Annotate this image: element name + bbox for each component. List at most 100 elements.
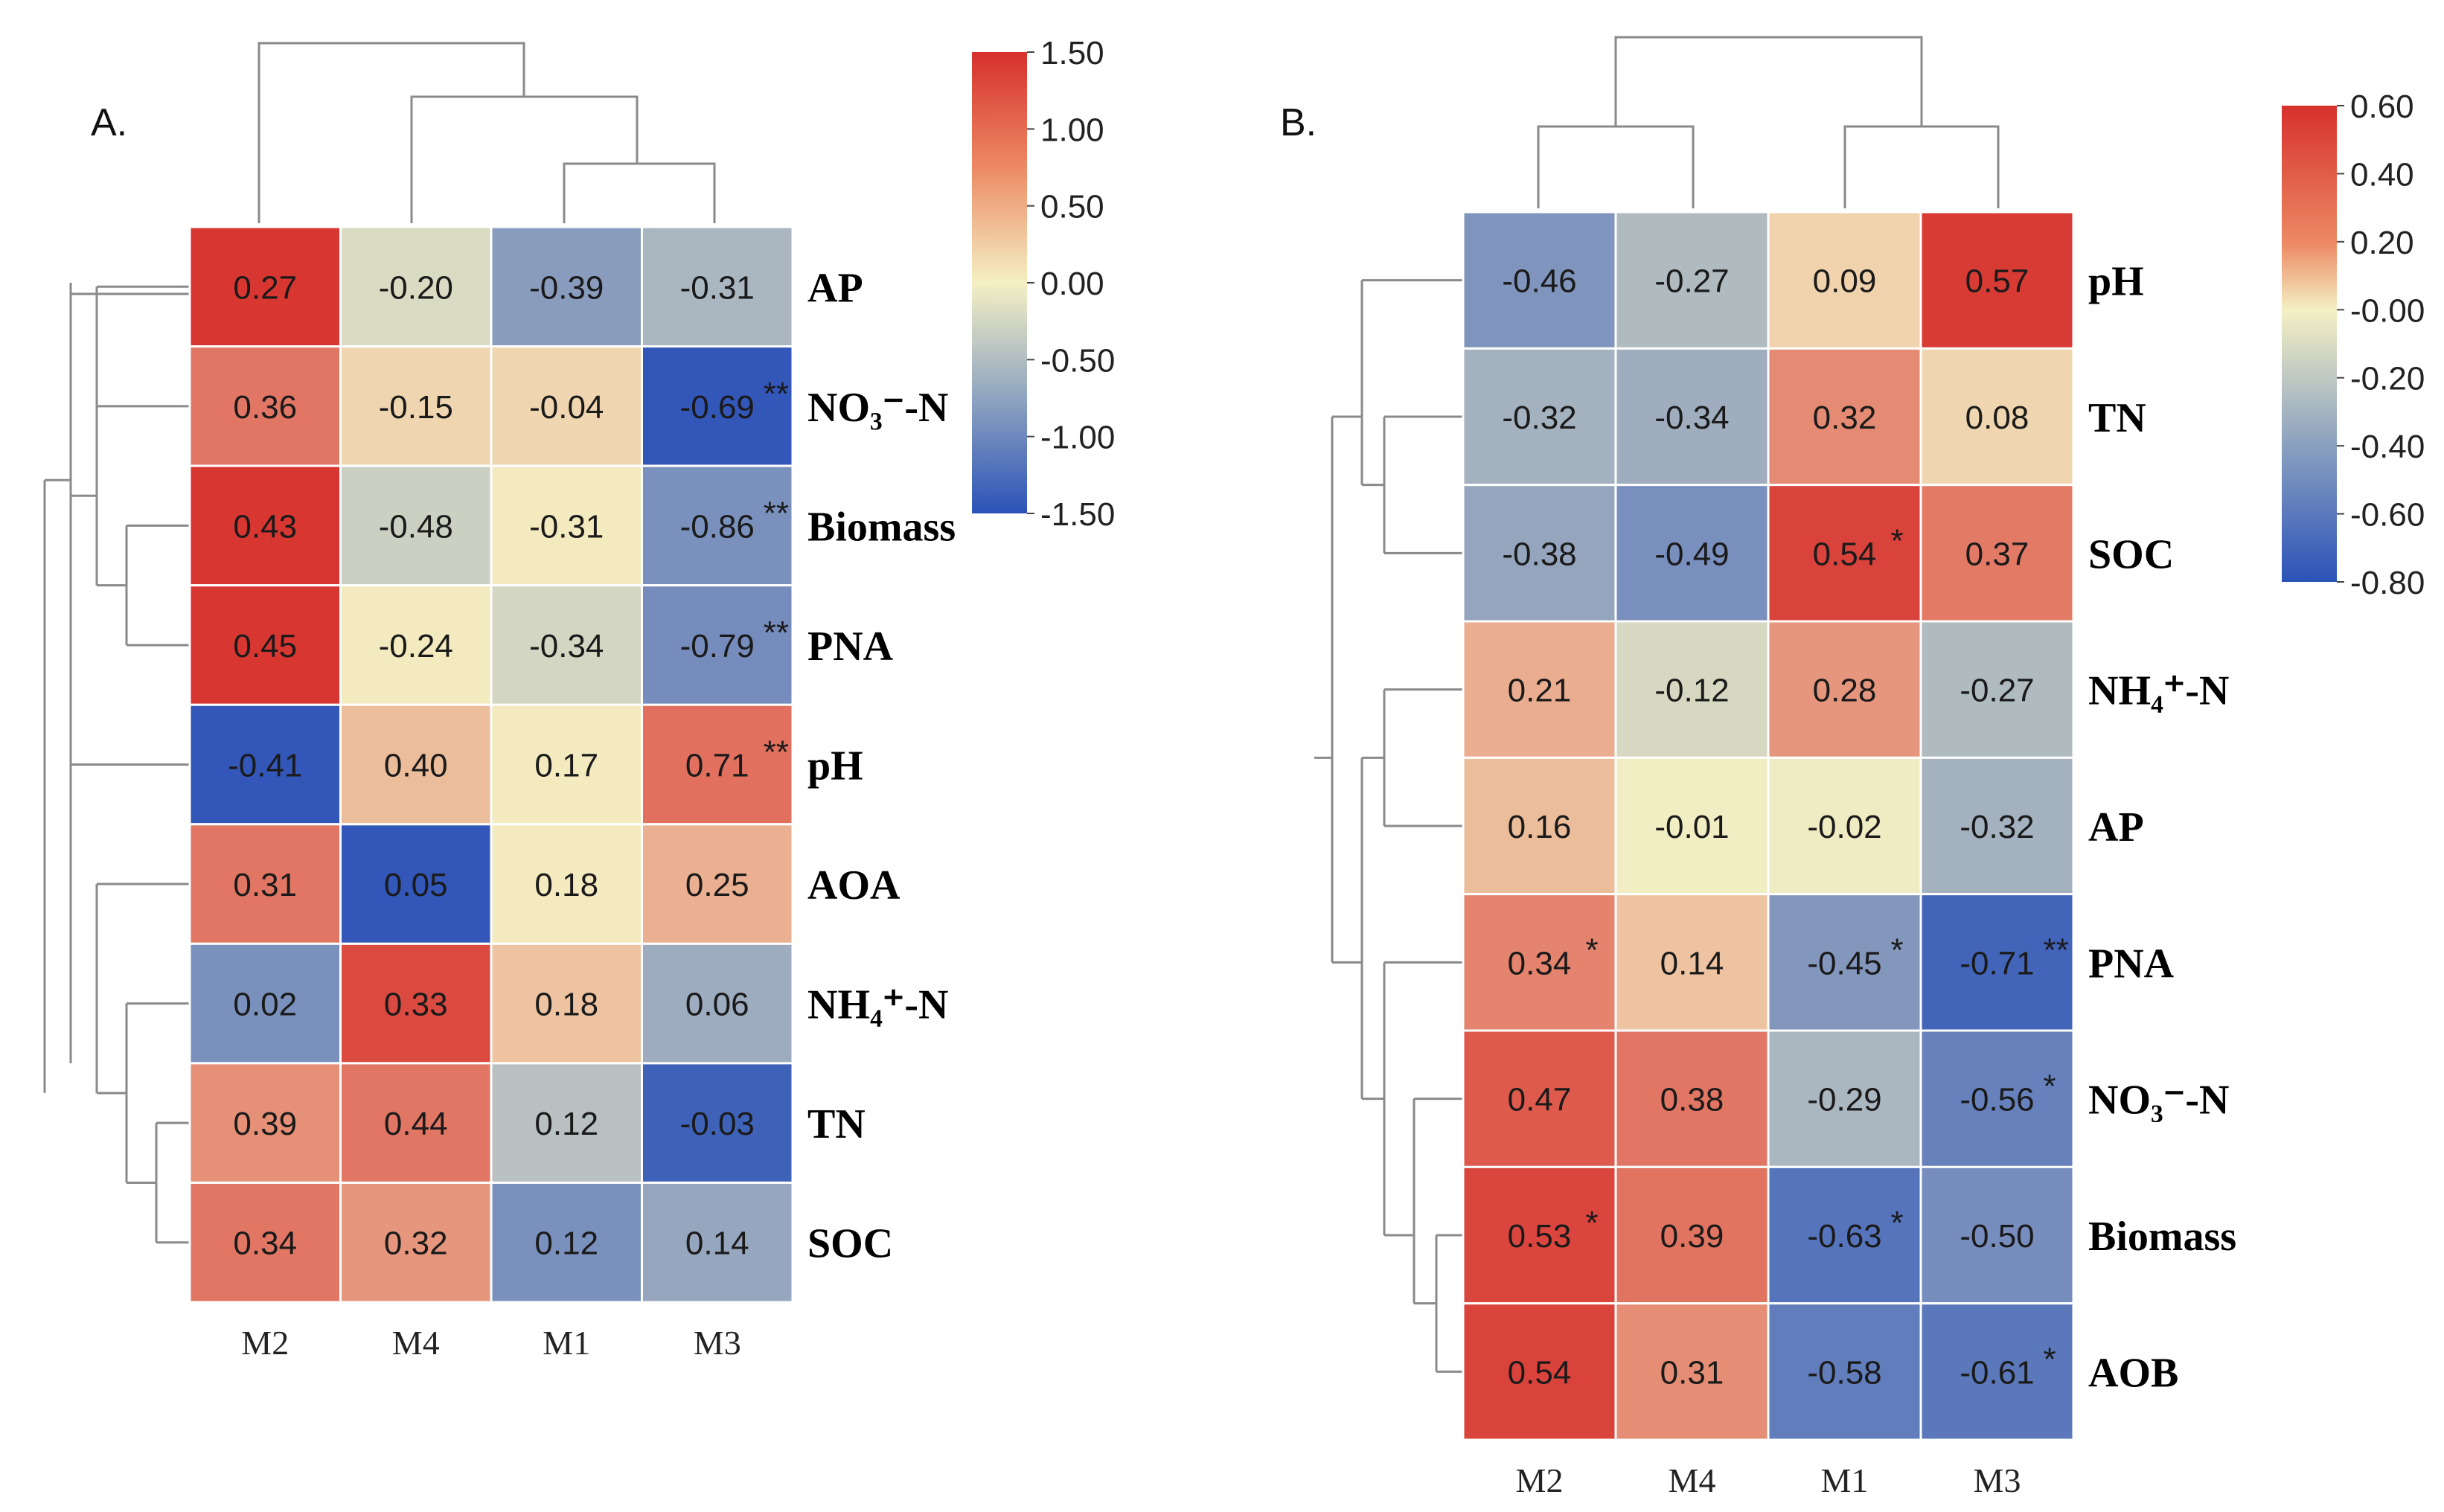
column-label: M4 <box>392 1324 440 1362</box>
row-dendrogram-a <box>43 283 190 1244</box>
significance-marker: ** <box>2044 932 2069 968</box>
heatmap-cell <box>490 942 643 1065</box>
cell-value-label: -0.61 <box>1960 1354 2034 1391</box>
legend-tick-label: -0.50 <box>1040 342 1115 379</box>
cell-value-label: -0.34 <box>1654 400 1729 436</box>
cell-value-label: -0.86 <box>680 508 755 545</box>
significance-marker: ** <box>764 376 789 412</box>
heatmap-cells-a: 0.27 -0.20 -0.39 -0.310.36 -0.15 -0.04 -0.69 **… <box>188 225 794 1304</box>
heatmap-cell <box>339 703 493 826</box>
cell-value-label: 0.37 <box>1965 536 2029 572</box>
cell-value-label: -0.38 <box>1502 536 1576 572</box>
legend-tick-label: 0.60 <box>2350 89 2414 125</box>
cell-value-label: -0.24 <box>379 628 453 664</box>
legend-tick-label: -0.80 <box>2350 565 2425 601</box>
heatmap-cell <box>641 584 794 706</box>
cell-value-label: -0.39 <box>529 269 604 306</box>
heatmap-cell <box>188 345 342 467</box>
column-label: M2 <box>1516 1461 1564 1499</box>
cell-value-label: -0.79 <box>680 628 755 664</box>
cell-value-label: 0.45 <box>233 628 297 664</box>
cell-value-label: 0.18 <box>534 867 598 903</box>
legend-tick-label: -1.50 <box>1040 496 1115 533</box>
cell-value-label: 0.39 <box>1660 1218 1724 1255</box>
heatmap-panel-a: A. 0.27 -0.20 -0.39 -0.31 0.36 -0.15 -0.04 -0.6… <box>43 35 1115 1362</box>
row-dendrogram-b <box>1314 279 1463 1373</box>
heatmap-cell <box>188 584 342 706</box>
column-label: M3 <box>1974 1461 2021 1499</box>
heatmap-cell <box>339 1062 493 1184</box>
significance-marker: * <box>1891 1205 1904 1241</box>
legend-tick-label: -0.40 <box>2350 429 2425 465</box>
cell-value-label: 0.44 <box>384 1106 448 1142</box>
heatmap-cell <box>641 225 794 348</box>
column-label: M1 <box>1821 1461 1869 1499</box>
cell-value-label: -0.15 <box>379 389 453 426</box>
cell-value-label: -0.58 <box>1807 1354 1881 1391</box>
legend-tick-label: 0.20 <box>2350 225 2414 261</box>
cell-value-label: 0.71 <box>685 748 749 784</box>
cell-value-label: 0.54 <box>1813 536 1877 572</box>
cell-value-label: -0.27 <box>1960 673 2034 709</box>
heatmap-cell <box>339 823 493 945</box>
legend-tick-label: 0.40 <box>2350 156 2414 193</box>
cell-value-label: -0.71 <box>1960 945 2034 981</box>
row-label: NH₄⁺-N <box>807 982 948 1028</box>
heatmap-cell <box>1614 1302 1770 1441</box>
cell-value-label: 0.54 <box>1508 1354 1572 1391</box>
row-label: AOB <box>2088 1350 2178 1396</box>
cell-value-label: 0.17 <box>534 748 598 784</box>
heatmap-cell <box>1767 1029 1922 1168</box>
heatmap-cell <box>1919 620 2075 759</box>
heatmap-cell <box>641 464 794 587</box>
cell-value-label: 0.25 <box>685 867 749 903</box>
heatmap-cell <box>1462 756 1617 896</box>
legend-tick-label: -0.20 <box>2350 361 2425 397</box>
cell-value-label: -0.29 <box>1807 1082 1881 1118</box>
heatmap-cell <box>339 1181 493 1304</box>
cell-value-label: -0.45 <box>1807 945 1881 981</box>
cell-value-label: 0.12 <box>534 1226 598 1262</box>
row-labels-a: AP NO₃⁻-N Biomass PNA pH AOA NH₄⁺-N TN SOC <box>807 265 956 1266</box>
heatmap-cell <box>641 942 794 1065</box>
heatmap-cell <box>490 703 643 826</box>
row-label: NH₄⁺-N <box>2088 668 2229 714</box>
cell-value-label: 0.28 <box>1813 673 1877 709</box>
heatmap-cell <box>1462 1302 1617 1441</box>
heatmap-cell <box>1462 893 1617 1032</box>
heatmap-cell <box>1919 1302 2075 1441</box>
cell-value-label: 0.21 <box>1508 673 1572 709</box>
cell-value-label: 0.57 <box>1965 263 2029 300</box>
cell-value-label: 0.53 <box>1508 1218 1572 1255</box>
column-labels-a: M2 M4 M1 M3 <box>241 1324 740 1362</box>
heatmap-cell <box>188 1181 342 1304</box>
heatmap-cell <box>641 823 794 945</box>
column-labels-b: M2 M4 M1 M3 <box>1516 1461 2021 1499</box>
significance-marker: * <box>2044 1069 2056 1105</box>
cell-value-label: -0.46 <box>1502 263 1576 300</box>
heatmap-cell <box>1919 484 2075 623</box>
row-label: AP <box>2088 804 2144 850</box>
cell-value-label: 0.34 <box>1508 945 1572 981</box>
cell-value-label: -0.48 <box>379 508 453 545</box>
cell-value-label: -0.03 <box>680 1106 755 1142</box>
column-label: M1 <box>543 1324 590 1362</box>
cell-value-label: -0.63 <box>1807 1218 1881 1255</box>
row-label: NO₃⁻-N <box>807 385 948 431</box>
cell-value-label: -0.01 <box>1654 809 1729 845</box>
cell-value-label: -0.41 <box>228 748 302 784</box>
significance-marker: * <box>1586 932 1599 968</box>
heatmap-cell <box>490 584 643 706</box>
cell-value-label: 0.08 <box>1965 400 2029 436</box>
row-label: TN <box>807 1101 866 1147</box>
heatmap-cell <box>490 823 643 945</box>
column-dendrogram-a <box>257 42 716 223</box>
heatmap-cell <box>1767 211 1922 350</box>
heatmap-cell <box>1614 347 1770 487</box>
cell-value-label: -0.50 <box>1960 1218 2034 1255</box>
heatmap-cell <box>1462 620 1617 759</box>
heatmap-cell <box>1767 484 1922 623</box>
row-label: pH <box>2088 259 2144 305</box>
cell-value-label: 0.02 <box>233 987 297 1023</box>
cell-value-label: 0.32 <box>1813 400 1877 436</box>
